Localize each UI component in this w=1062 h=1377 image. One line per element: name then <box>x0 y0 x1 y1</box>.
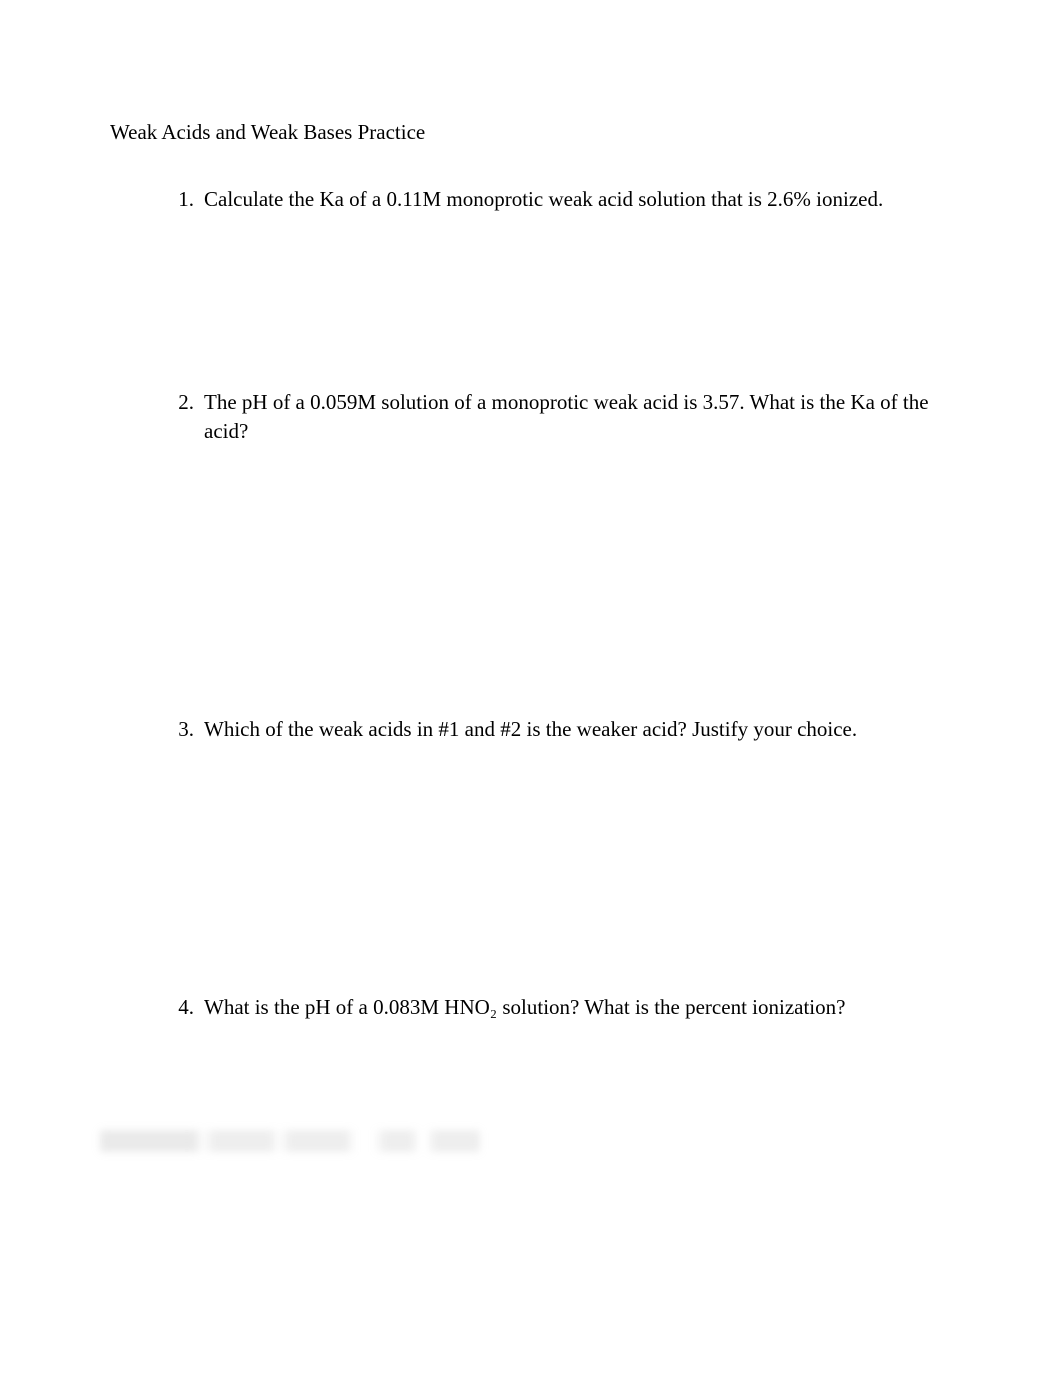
question-number: 1. <box>166 185 200 213</box>
blurred-region <box>100 1130 480 1152</box>
question-item: 1. Calculate the Ka of a 0.11M monoproti… <box>166 185 952 213</box>
question-number: 4. <box>166 993 200 1021</box>
page-title: Weak Acids and Weak Bases Practice <box>110 120 952 145</box>
questions-list: 1. Calculate the Ka of a 0.11M monoproti… <box>110 185 952 1022</box>
question-text: The pH of a 0.059M solution of a monopro… <box>200 388 952 445</box>
question-text: Calculate the Ka of a 0.11M monoprotic w… <box>200 185 952 213</box>
question-text: Which of the weak acids in #1 and #2 is … <box>200 715 952 743</box>
question-number: 3. <box>166 715 200 743</box>
document-page: Weak Acids and Weak Bases Practice 1. Ca… <box>0 0 1062 1022</box>
question-item: 3. Which of the weak acids in #1 and #2 … <box>166 715 952 743</box>
question-number: 2. <box>166 388 200 416</box>
question-item: 4. What is the pH of a 0.083M HNO₂ solut… <box>166 993 952 1021</box>
question-text: What is the pH of a 0.083M HNO₂ solution… <box>200 993 952 1021</box>
question-item: 2. The pH of a 0.059M solution of a mono… <box>166 388 952 445</box>
